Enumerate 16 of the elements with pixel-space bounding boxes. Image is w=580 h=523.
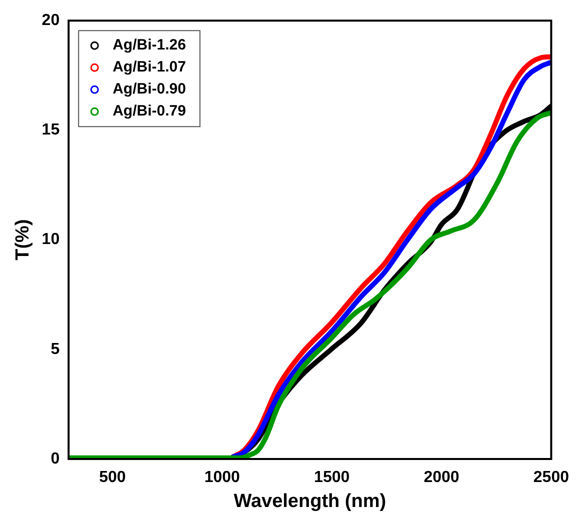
legend-label: Ag/Bi-0.79 xyxy=(112,102,186,120)
y-tick-label: 15 xyxy=(42,122,60,139)
y-axis-title: T(%) xyxy=(12,219,34,260)
x-tick-label: 2500 xyxy=(533,469,570,486)
y-tick-label: 0 xyxy=(50,450,60,468)
x-tick-label: 2000 xyxy=(424,469,460,486)
y-tick-label: 20 xyxy=(42,12,60,30)
legend-label: Ag/Bi-1.07 xyxy=(112,58,186,76)
x-tick-label: 1500 xyxy=(314,469,350,486)
x-tick-label: 1000 xyxy=(204,469,240,486)
legend-label: Ag/Bi-1.26 xyxy=(112,36,186,54)
y-tick-label: 10 xyxy=(42,231,60,248)
legend-label: Ag/Bi-0.90 xyxy=(112,80,186,98)
x-axis-title: Wavelength (nm) xyxy=(234,490,386,512)
x-tick-label: 500 xyxy=(99,469,126,486)
y-tick-label: 5 xyxy=(50,340,60,358)
